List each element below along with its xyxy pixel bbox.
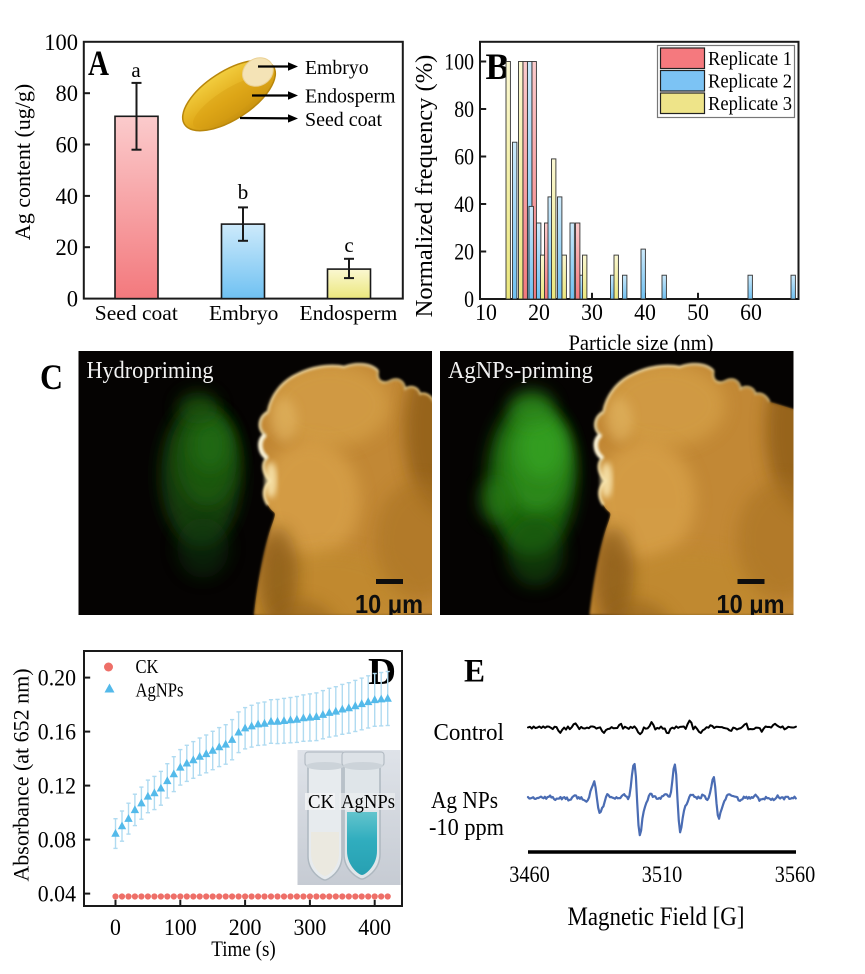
svg-text:0.12: 0.12 [38, 774, 76, 799]
svg-text:Endosperm: Endosperm [299, 301, 397, 325]
svg-text:3560: 3560 [775, 862, 816, 887]
svg-text:-10 ppm: -10 ppm [429, 815, 504, 841]
svg-text:Ag content (ug/g): Ag content (ug/g) [10, 84, 35, 240]
svg-text:0: 0 [464, 287, 474, 312]
svg-text:CK: CK [136, 656, 159, 678]
svg-text:Replicate 3: Replicate 3 [708, 94, 792, 115]
svg-text:Embryo: Embryo [305, 58, 369, 79]
svg-text:Control: Control [434, 720, 505, 746]
svg-text:CK: CK [308, 791, 335, 813]
svg-text:AgNPs-priming: AgNPs-priming [448, 357, 593, 384]
svg-text:c: c [344, 233, 353, 257]
svg-text:10 μm: 10 μm [717, 589, 785, 619]
svg-text:Replicate 1: Replicate 1 [708, 49, 792, 70]
svg-text:0.20: 0.20 [38, 666, 76, 691]
svg-text:0.16: 0.16 [38, 720, 76, 745]
svg-text:40: 40 [634, 300, 656, 325]
svg-text:80: 80 [454, 97, 474, 122]
svg-text:100: 100 [444, 50, 474, 75]
svg-text:C: C [40, 357, 63, 397]
svg-text:40: 40 [56, 184, 79, 209]
svg-text:30: 30 [581, 300, 603, 325]
svg-text:10: 10 [475, 300, 497, 325]
svg-text:0: 0 [110, 915, 121, 940]
svg-text:Hydropriming: Hydropriming [87, 357, 214, 384]
svg-text:A: A [88, 43, 109, 83]
svg-text:E: E [464, 654, 485, 690]
svg-text:20: 20 [454, 240, 474, 265]
svg-text:50: 50 [687, 300, 709, 325]
svg-text:Normalized frequency (%): Normalized frequency (%) [411, 55, 438, 318]
svg-text:20: 20 [528, 300, 550, 325]
svg-text:40: 40 [454, 192, 474, 217]
svg-text:80: 80 [56, 81, 79, 106]
svg-text:60: 60 [740, 300, 762, 325]
svg-text:Endosperm: Endosperm [305, 87, 396, 108]
svg-text:AgNPs: AgNPs [341, 791, 395, 813]
svg-text:60: 60 [56, 133, 79, 158]
svg-text:300: 300 [294, 915, 327, 940]
svg-text:60: 60 [454, 145, 474, 170]
svg-text:Seed coat: Seed coat [95, 301, 178, 325]
svg-text:Embryo: Embryo [209, 301, 278, 325]
svg-text:3510: 3510 [642, 862, 683, 887]
svg-text:0.04: 0.04 [38, 882, 77, 907]
svg-text:0.08: 0.08 [38, 828, 76, 853]
svg-text:3460: 3460 [509, 862, 550, 887]
svg-text:Time (s): Time (s) [211, 936, 276, 961]
svg-text:Ag NPs: Ag NPs [431, 788, 498, 814]
svg-text:AgNPs: AgNPs [136, 680, 184, 702]
svg-text:400: 400 [358, 915, 391, 940]
svg-text:20: 20 [56, 235, 79, 260]
svg-text:100: 100 [164, 915, 197, 940]
svg-text:a: a [131, 58, 141, 82]
svg-text:Absorbance (at 652 nm): Absorbance (at 652 nm) [9, 668, 34, 881]
svg-text:10 μm: 10 μm [355, 589, 423, 619]
svg-text:0: 0 [67, 287, 78, 312]
svg-text:Magnetic Field [G]: Magnetic Field [G] [568, 902, 745, 931]
svg-text:Replicate 2: Replicate 2 [708, 72, 792, 93]
svg-text:Seed coat: Seed coat [305, 110, 383, 131]
svg-text:100: 100 [44, 30, 78, 55]
svg-text:b: b [238, 180, 249, 204]
